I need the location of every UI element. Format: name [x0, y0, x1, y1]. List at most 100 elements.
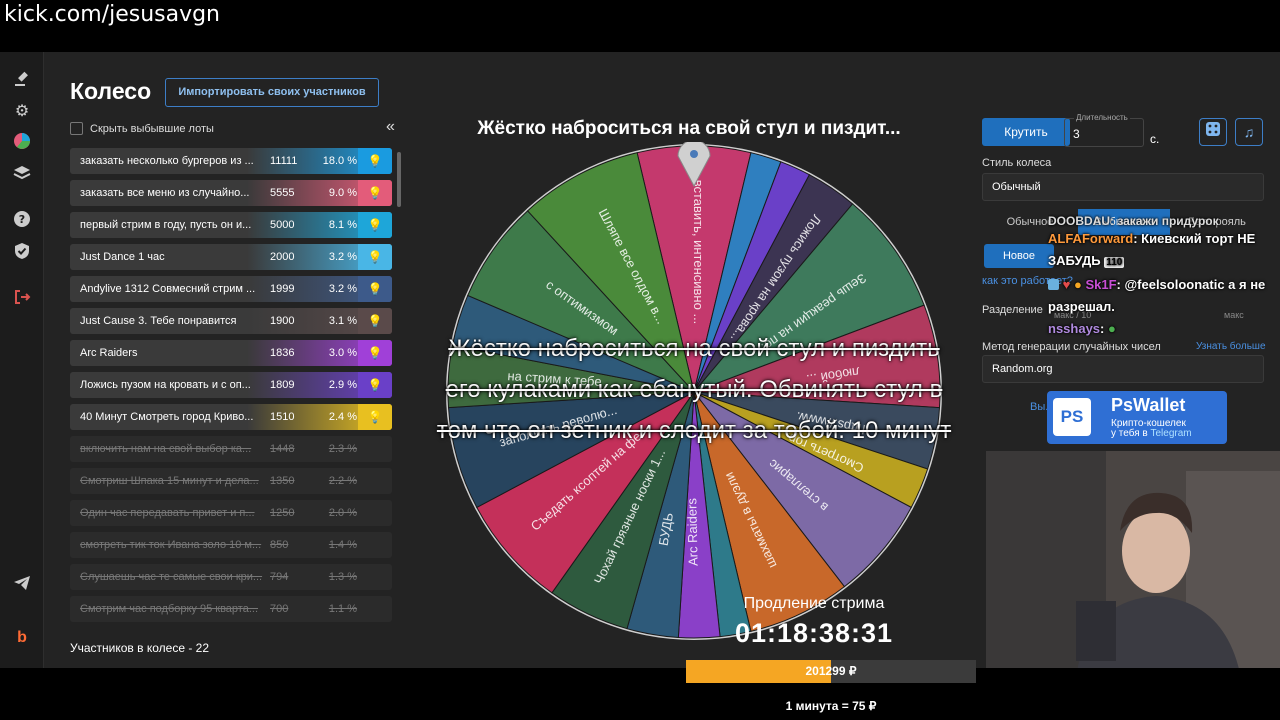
- chat-username: nsshays: [1048, 321, 1101, 336]
- mod-badge-icon: ♥: [1062, 277, 1071, 292]
- lot-row[interactable]: заказать несколько бургеров из ... 11111 1…: [70, 148, 392, 174]
- tab-normal[interactable]: Обычное: [1006, 216, 1054, 228]
- lot-amount: 2000: [270, 251, 295, 263]
- chat-badge: 110: [1104, 257, 1125, 268]
- lot-percent: 3.1 %: [328, 315, 357, 327]
- timer-label: Продление стрима: [743, 595, 885, 612]
- wheel-pointer-pin: [690, 150, 698, 158]
- lot-row[interactable]: 40 Минут Смотреть город Криво... 1510 2.4 …: [70, 404, 392, 430]
- rng-method-select[interactable]: Random.org: [982, 355, 1264, 383]
- wheel-segment-label: вставить, интенсивно ...: [691, 180, 706, 325]
- lot-light-icon[interactable]: 💡: [358, 308, 392, 334]
- tab-battle-royale[interactable]: Батл рояль: [1188, 216, 1246, 228]
- shield-check-icon[interactable]: [10, 242, 34, 266]
- url-text: kick.com/jesusavgn: [0, 0, 1280, 50]
- lot-row[interactable]: включить нам на свой выбор ка... 1448 2.3 …: [70, 436, 392, 462]
- lot-row[interactable]: Andylive 1312 Совмесний стрим ... 1999 3.2…: [70, 276, 392, 302]
- lot-light-icon[interactable]: 💡: [358, 276, 392, 302]
- lot-light-icon[interactable]: 💡: [358, 180, 392, 206]
- hide-eliminated-toggle[interactable]: Скрыть выбывшие лоты: [70, 122, 214, 135]
- lot-light-icon[interactable]: 💡: [358, 404, 392, 430]
- subscriber-badge-icon: [1048, 279, 1059, 290]
- lot-row[interactable]: Ложись пузом на кровать и с оп... 1809 2.9…: [70, 372, 392, 398]
- lot-name: Arc Raiders: [80, 347, 138, 359]
- lot-name: Один час передавать привет и п...: [80, 507, 255, 519]
- lot-amount: 1510: [270, 411, 295, 423]
- mode-tabs: Обычное Выбывание Батл рояль: [982, 209, 1264, 235]
- progress-text: 201299 ₽: [805, 664, 857, 678]
- lot-row[interactable]: Just Dance 1 час 2000 3.2 % 💡: [70, 244, 392, 270]
- lot-name: Just Cause 3. Тебе понравится: [80, 315, 237, 327]
- wheel-style-select[interactable]: Обычный: [982, 173, 1264, 201]
- lot-row[interactable]: заказать все меню из случайно... 5555 9.0 …: [70, 180, 392, 206]
- music-icon[interactable]: ♫: [1235, 118, 1263, 146]
- wheel-style-label: Стиль колеса: [982, 157, 1052, 169]
- lot-name: заказать все меню из случайно...: [80, 187, 250, 199]
- collapse-panel-icon[interactable]: «: [386, 118, 395, 135]
- dice-icon[interactable]: [1199, 118, 1227, 146]
- lot-percent: 1.1 %: [328, 603, 357, 615]
- help-icon[interactable]: ?: [10, 210, 34, 234]
- lot-name: заказать несколько бургеров из ...: [80, 155, 254, 167]
- wheel[interactable]: вставить, интенсивно ... Ложись пузом на …: [444, 142, 944, 642]
- lot-name: Just Dance 1 час: [80, 251, 165, 263]
- import-participants-button[interactable]: Импортировать своих участников: [165, 78, 379, 107]
- lot-name: 40 Минут Смотреть город Криво...: [80, 411, 254, 423]
- lot-light-icon[interactable]: 💡: [358, 372, 392, 398]
- wheel-segment: [526, 152, 695, 394]
- lot-row[interactable]: Смотрим час подборку 95 кварта... 700 1.1 …: [70, 596, 392, 622]
- lot-amount: 1250: [270, 507, 295, 519]
- pswallet-banner[interactable]: PS PsWallet Крипто-кошелек у тебя в Tele…: [1047, 391, 1227, 444]
- logout-icon[interactable]: [10, 288, 34, 312]
- layers-icon[interactable]: [10, 164, 34, 188]
- pie-chart-icon[interactable]: [10, 132, 34, 156]
- learn-more-link[interactable]: Узнать больше: [1196, 341, 1266, 352]
- chat-line-0: DOOBDAU: закажи придурок: [1048, 214, 1219, 228]
- lot-amount: 1448: [270, 443, 295, 455]
- lot-amount: 1999: [270, 283, 295, 295]
- icon-rail: ⚙ ? b: [0, 52, 44, 668]
- participants-count: Участников в колесе - 22: [70, 641, 210, 655]
- pswallet-tagline: Крипто-кошелек: [1111, 418, 1186, 429]
- lot-name: Ложись пузом на кровать и с оп...: [80, 379, 251, 391]
- lot-row[interactable]: Слушаешь час те самые свои кри... 794 1.3 …: [70, 564, 392, 590]
- lot-percent: 9.0 %: [328, 187, 357, 199]
- hide-eliminated-checkbox[interactable]: [70, 122, 83, 135]
- lot-percent: 2.9 %: [328, 379, 357, 391]
- tier-badge-icon: ●: [1073, 277, 1082, 292]
- lot-percent: 8.1 %: [328, 219, 357, 231]
- lot-row[interactable]: Arc Raiders 1836 3.0 % 💡: [70, 340, 392, 366]
- lot-light-icon[interactable]: 💡: [358, 340, 392, 366]
- lots-scrollbar[interactable]: [397, 152, 401, 207]
- pswallet-tagline-2: у тебя в Telegram: [1111, 428, 1192, 439]
- lot-name: Смотрим час подборку 95 кварта...: [80, 603, 259, 615]
- lot-row[interactable]: Just Cause 3. Тебе понравится 1900 3.1 % 💡: [70, 308, 392, 334]
- lot-light-icon[interactable]: 💡: [358, 244, 392, 270]
- lot-percent: 3.2 %: [328, 251, 357, 263]
- lots-list: заказать несколько бургеров из ... 11111 1…: [70, 148, 392, 626]
- lot-light-icon[interactable]: 💡: [358, 212, 392, 238]
- tab-elimination[interactable]: Выбывание: [1078, 209, 1170, 235]
- lot-light-icon[interactable]: 💡: [358, 148, 392, 174]
- new-button[interactable]: Новое: [984, 244, 1054, 268]
- lot-name: Andylive 1312 Совмесний стрим ...: [80, 283, 256, 295]
- lots-panel: Колесо Импортировать своих участников Ск…: [44, 52, 404, 668]
- lot-amount: 5000: [270, 219, 295, 231]
- lot-row[interactable]: первый стрим в году, пусть он и... 5000 8.…: [70, 212, 392, 238]
- duration-label: Длительность: [1074, 113, 1130, 122]
- rate-text: 1 минута = 75 ₽: [785, 699, 877, 713]
- gear-icon[interactable]: ⚙: [14, 103, 30, 120]
- lot-row[interactable]: Смотриш Шпака 15 минут и дела... 1350 2.2 …: [70, 468, 392, 494]
- chat-message-3: nsshays: ●: [1048, 318, 1280, 340]
- telegram-icon[interactable]: [10, 574, 34, 598]
- wheel-segment-label: на стрим к тебе: [507, 368, 602, 389]
- stream-bottom-bar: [0, 668, 1280, 720]
- brand-icon[interactable]: b: [17, 629, 27, 646]
- lot-name: Смотриш Шпака 15 минут и дела...: [80, 475, 259, 487]
- lot-row[interactable]: смотреть тик ток Ивана золо 10 м... 850 1.…: [70, 532, 392, 558]
- lot-row[interactable]: Один час передавать привет и п... 1250 2.0…: [70, 500, 392, 526]
- lot-amount: 1809: [270, 379, 295, 391]
- lot-percent: 2.2 %: [328, 475, 357, 487]
- spin-button[interactable]: Крутить: [982, 118, 1070, 146]
- gavel-icon[interactable]: [10, 70, 34, 94]
